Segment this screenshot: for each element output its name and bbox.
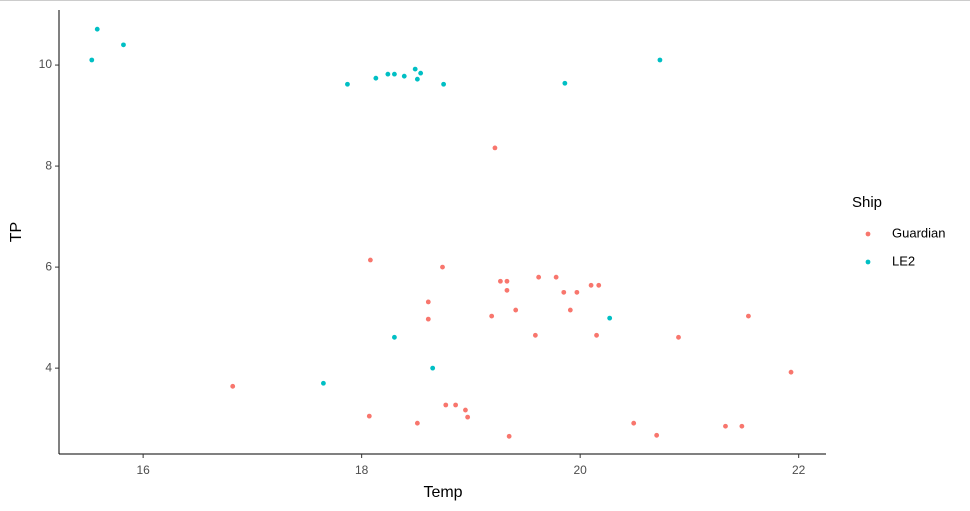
- point: [723, 423, 728, 429]
- point: [596, 282, 602, 288]
- point: [121, 42, 126, 48]
- point: [594, 332, 599, 338]
- y-tick-label: 10: [39, 57, 53, 71]
- point: [367, 257, 373, 263]
- point: [498, 278, 503, 284]
- point: [513, 307, 519, 313]
- point: [441, 81, 446, 87]
- point: [489, 313, 495, 319]
- point: [425, 316, 431, 322]
- point: [345, 81, 350, 87]
- point: [414, 420, 420, 426]
- point: [89, 57, 95, 63]
- point: [392, 334, 397, 340]
- legend-label: Guardian: [892, 225, 945, 240]
- x-tick-label: 18: [355, 463, 369, 477]
- point: [532, 332, 538, 338]
- point: [366, 413, 372, 419]
- point: [676, 334, 681, 340]
- point: [414, 76, 420, 82]
- point: [425, 299, 431, 305]
- x-tick-label: 20: [573, 463, 587, 477]
- point: [321, 380, 326, 386]
- point: [574, 289, 580, 295]
- point: [553, 274, 559, 280]
- legend-title: Ship: [852, 194, 882, 211]
- point: [392, 71, 397, 77]
- point: [654, 432, 660, 438]
- point: [506, 433, 512, 439]
- point: [567, 307, 573, 313]
- x-tick-label: 16: [136, 463, 150, 477]
- legend-swatch: [865, 259, 871, 265]
- point: [385, 71, 391, 77]
- point: [465, 414, 471, 420]
- point: [412, 66, 418, 72]
- point: [588, 282, 594, 288]
- point: [504, 278, 510, 284]
- legend-swatch: [865, 231, 871, 237]
- point: [94, 26, 100, 32]
- point: [562, 80, 568, 86]
- x-axis-title: Temp: [423, 484, 462, 501]
- legend-label: LE2: [892, 253, 915, 268]
- point: [230, 383, 236, 389]
- point: [631, 420, 637, 426]
- point: [453, 402, 459, 408]
- point: [788, 369, 794, 375]
- point: [418, 70, 424, 76]
- point: [373, 75, 379, 81]
- point: [440, 264, 445, 270]
- point: [607, 315, 613, 321]
- x-tick-label: 22: [792, 463, 806, 477]
- y-tick-label: 8: [45, 158, 52, 172]
- y-tick-label: 4: [45, 360, 52, 374]
- point: [561, 289, 567, 295]
- point: [536, 274, 542, 280]
- point: [430, 365, 436, 371]
- point: [657, 57, 663, 63]
- point: [746, 313, 751, 319]
- point: [401, 73, 407, 79]
- point: [492, 145, 498, 151]
- y-axis-title: TP: [8, 222, 25, 242]
- y-tick-label: 6: [45, 259, 52, 273]
- point: [504, 287, 510, 293]
- point: [443, 402, 449, 408]
- point: [739, 423, 745, 429]
- point: [463, 407, 468, 413]
